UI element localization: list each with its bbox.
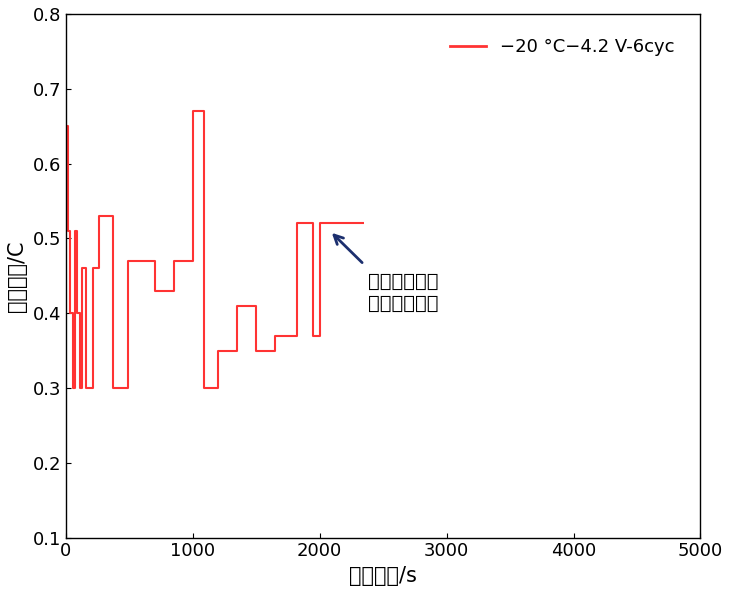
X-axis label: 充电时间/s: 充电时间/s bbox=[349, 566, 417, 586]
Text: 达到截止电压
进入恒压充电: 达到截止电压 进入恒压充电 bbox=[368, 272, 439, 313]
Legend: −20 °C−4.2 V-6cyc: −20 °C−4.2 V-6cyc bbox=[442, 31, 682, 63]
Y-axis label: 充电倍率/C: 充电倍率/C bbox=[7, 240, 27, 311]
